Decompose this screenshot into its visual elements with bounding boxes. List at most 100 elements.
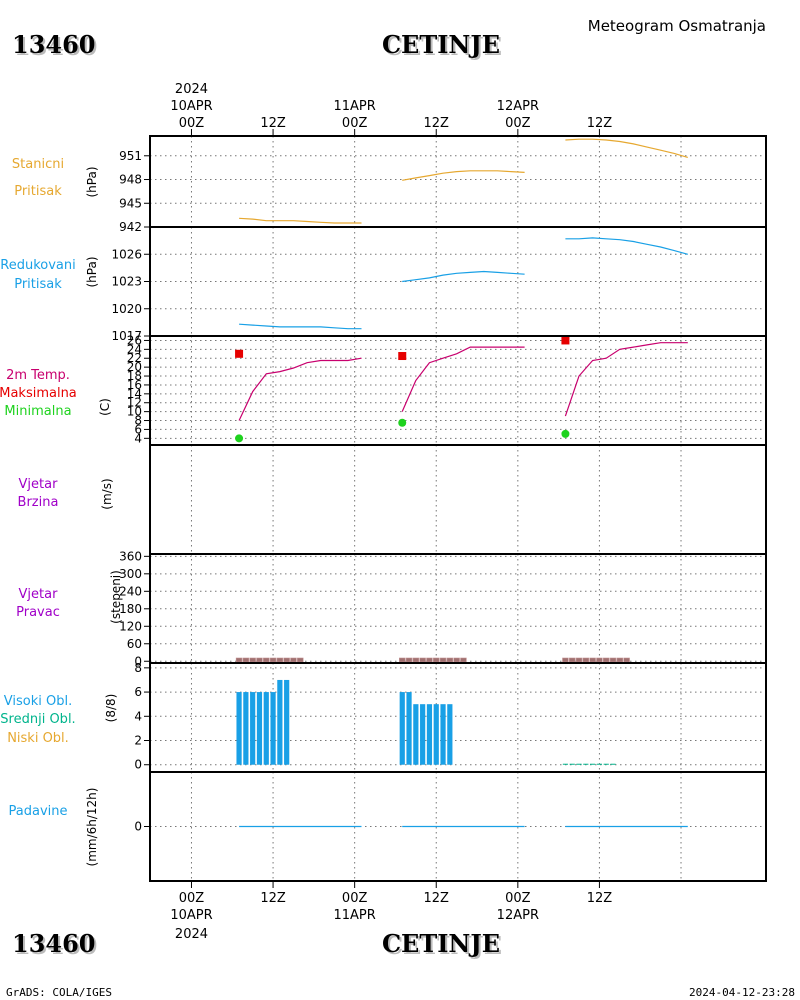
tmax-marker [561,337,570,345]
panel-label: Stanicni [12,157,64,172]
y-tick-label: 1020 [111,302,142,316]
cloud-cover-bar [569,763,575,765]
y-tick-label: 120 [119,619,142,633]
time-tick-hour: 00Z [179,891,205,906]
year-label: 2024 [175,82,208,97]
time-tick-hour: 00Z [342,116,368,131]
wind-direction-bar [616,657,624,662]
y-tick-label: 20 [127,360,142,374]
wind-direction-bar [623,657,630,662]
tmax-marker [398,352,407,361]
unit-label: (m/s) [100,478,114,509]
cloud-cover-bar [243,692,249,765]
station-id-bottom: 13460 [12,929,96,958]
y-tick-label: 4 [134,709,142,723]
panel-label: Vjetar [19,477,59,492]
time-tick-date: 10APR [170,99,212,114]
wind-direction-bar [446,657,454,662]
wind-direction-bar [433,657,440,662]
y-tick-label: 6 [134,422,142,436]
y-tick-label: 12 [127,396,142,410]
wind-direction-bar [562,657,569,662]
cloud-cover-bar [406,692,412,765]
station-name: CETINJE [382,30,500,59]
y-tick-label: 300 [119,567,142,581]
series-line [239,217,362,224]
station-name-bottom-shadow: CETINJE [384,931,502,960]
wind-direction-bar [399,657,406,662]
y-tick-label: 22 [127,351,142,365]
wind-direction-bar [453,657,460,662]
cloud-cover-bar [277,679,283,765]
y-tick-label: 951 [119,149,142,163]
series-line [564,342,688,417]
wind-direction-bar [276,657,284,662]
wind-direction-bar [283,657,290,662]
tmin-marker [398,418,407,427]
station-name-shadow: CETINJE [384,32,502,61]
panel-label: Pravac [16,605,60,620]
data-layer [236,679,616,765]
wind-direction-bar [439,657,447,662]
time-tick-hour: 12Z [424,116,450,131]
wind-direction-bar [405,657,413,662]
series-line [239,323,362,330]
y-tick-label: 26 [127,333,142,347]
panel-frame [149,226,767,337]
panel-label: 2m Temp. [6,368,70,383]
panel-wind_direction: 0 60 120 180 240 300 360 Vjetar Pravac (stepeni) [16,549,767,668]
y-tick-label: 948 [119,173,142,187]
generation-timestamp: 2024-04-12-23:28 [689,986,795,999]
y-tick-label: 8 [134,661,142,675]
panel-reduced_pressure: 1017 1020 1023 1026 Redukovani Pritisak (hPa) [0,226,767,343]
cloud-cover-bar [590,763,596,765]
wind-direction-bar [235,657,243,662]
y-tick-label: 240 [119,584,142,598]
wind-direction-bar [596,657,603,662]
cloud-cover-bar [426,704,433,765]
panel-label: Srednji Obl. [0,712,75,727]
series-line [402,170,525,181]
tmin-marker [561,429,570,438]
y-tick-label: 8 [134,414,142,428]
time-tick-hour: 00Z [505,891,531,906]
time-tick-hour: 00Z [505,116,531,131]
time-tick-date: 11APR [333,99,375,114]
y-tick-label: 0 [134,654,142,668]
unit-label: (8/8) [104,694,118,723]
series-line [565,138,688,158]
panel-label: Niski Obl. [7,731,69,746]
series-line [565,237,688,255]
y-tick-label: 0 [134,758,142,772]
wind-direction-bar [412,657,420,662]
panel-clouds: 0 2 4 6 8 Visoki Obl. Srednji Obl. Niski Obl. (8… [0,661,767,773]
wind-direction-bar [603,657,610,662]
y-tick-label: 2 [134,734,142,748]
time-tick-hour: 12Z [587,116,613,131]
cloud-cover-bar [576,763,582,765]
y-tick-label: 18 [127,369,142,383]
panel-label: Brzina [18,495,59,510]
wind-direction-bar [297,657,304,662]
year-label: 2024 [175,927,208,942]
panel-label: Pritisak [14,184,62,199]
panel-label: Redukovani [0,258,75,273]
time-tick-hour: 00Z [179,116,205,131]
cloud-cover-bar [583,763,589,765]
time-axis-top: 00Z 10APR 12Z 00Z 11APR 12Z 00Z 12APR 12Z 2024 [170,82,612,136]
data-layer [239,237,688,330]
data-layer [239,138,688,224]
panel-label: Vjetar [19,587,59,602]
wind-direction-bar [419,657,426,662]
station-name-bottom: CETINJE [382,929,500,958]
time-axis-bottom: 00Z 10APR 12Z 00Z 11APR 12Z 00Z 12APR 12Z 2024 [170,881,612,942]
time-tick-hour: 12Z [260,891,286,906]
panel-frame [149,771,767,882]
series-line [238,357,362,421]
wind-direction-bar [426,657,433,662]
cloud-cover-bar [440,704,446,765]
cloud-cover-bar [236,692,242,765]
